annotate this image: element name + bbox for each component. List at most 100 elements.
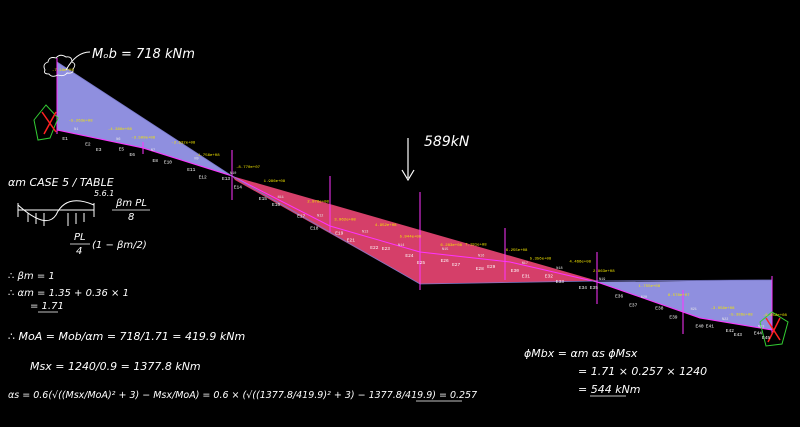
element-label: E29 <box>487 264 495 270</box>
element-label: E15 <box>259 196 267 202</box>
beta-equation: ∴ βm = 1 <box>8 271 55 282</box>
moment-value-label: 5.944e+08 <box>400 235 422 239</box>
point-load-arrow-icon <box>401 138 415 182</box>
msx-equation: Msx = 1240/0.9 = 1377.8 kNm <box>30 360 201 373</box>
element-label: E21 <box>347 238 355 244</box>
element-label: E38 <box>655 305 663 311</box>
element-label: E43 <box>734 332 742 338</box>
moment-value-label: 5.356e+08 <box>530 258 552 262</box>
element-label: E44 <box>754 331 762 337</box>
element-label: E27 <box>452 262 460 268</box>
bm-pl-denominator: 8 <box>128 212 134 223</box>
element-label: E2 <box>85 141 91 147</box>
node-label: N13 <box>362 231 368 235</box>
moment-value-label: -5.386e+08 <box>729 314 754 318</box>
element-label: E5 <box>119 146 125 152</box>
element-label: E26 <box>441 258 449 264</box>
element-label: E41 <box>706 324 714 330</box>
phi-mbx-equation: ϕMbx = αm αs ϕMsx <box>524 347 638 360</box>
moment-value-label: 4.952e+08 <box>375 224 397 228</box>
cloud-mark-icon <box>43 54 76 77</box>
element-label: E30 <box>511 268 519 274</box>
svg-text:Mₒb = 718 kNm: Mₒb = 718 kNm <box>92 47 195 62</box>
moment-value-label: -3.509e+08 <box>131 136 156 140</box>
element-label: E8 <box>153 158 159 164</box>
element-label: E23 <box>382 246 390 252</box>
moment-value-label: 6.255e+08 <box>506 249 528 253</box>
phi-mbx-substitution: = 1.71 × 0.257 × 1240 <box>578 365 707 378</box>
loading-sketch-icon <box>17 200 95 226</box>
element-label: E35 <box>590 285 598 291</box>
element-label: E12 <box>199 174 207 180</box>
element-labels: E1 E2 E3 E5 E6 E8 E10 E11 E12 E13 E14 E15 E16 E17 E18 E… <box>62 136 770 341</box>
moment-value-label: -3.058e+08 <box>711 307 736 311</box>
node-label: N15 <box>442 248 448 252</box>
element-label: E42 <box>726 328 734 334</box>
element-label: E25 <box>417 260 425 266</box>
moment-value-label: 6.578e+07 <box>668 294 690 298</box>
moment-value-label: -1.756e+08 <box>196 154 221 158</box>
node-label: N11 <box>278 196 284 200</box>
node-label: N20 <box>641 296 647 300</box>
moment-value-label: 4.466e+08 <box>569 261 591 265</box>
node-label: N12 <box>317 214 323 218</box>
element-label: E39 <box>669 314 677 320</box>
node-label: N7 <box>151 149 155 153</box>
moment-value-label: 7.191e+08 <box>465 244 487 248</box>
cloud-value-label: -7.18e+08 <box>52 69 74 73</box>
left-support-icon <box>33 104 59 141</box>
element-label: E11 <box>187 167 195 173</box>
moment-value-label: 1.755e+08 <box>639 285 661 289</box>
element-label: E10 <box>164 160 172 166</box>
element-label: E1 <box>62 136 68 142</box>
moment-value-label: -5.263e+08 <box>69 119 94 123</box>
moment-value-label: 2.863e+08 <box>593 270 615 274</box>
moa-equation: ∴ MoA = Mob/αm = 718/1.71 = 419.9 kNm <box>8 330 245 343</box>
node-label: N1 <box>74 128 78 132</box>
node-label: N23 <box>758 325 764 329</box>
moment-value-label: 6.283e+08 <box>440 244 462 248</box>
moment-value-labels: -5.263e+08 -4.386e+08 -3.509e+08 -2.632e+08… <box>69 119 788 317</box>
node-label: N16 <box>478 255 484 259</box>
element-label: E37 <box>629 302 637 308</box>
moment-value-label: 3.962e+08 <box>334 218 356 222</box>
moment-value-label: 2.976e+08 <box>307 200 329 204</box>
element-label: E3 <box>96 147 102 153</box>
element-label: E28 <box>476 266 484 272</box>
element-label: E17 <box>297 214 305 220</box>
node-labels: N1 N6 N7 N9 N10 N11 N12 N13 N14 N15 N16 N17 N18 N19 N2… <box>74 128 764 329</box>
node-label: N10 <box>230 172 236 176</box>
alpha-s-equation: αs = 0.6(√((Msx/MoA)² + 3) − Msx/MoA) = … <box>8 390 477 401</box>
node-ticks <box>56 58 773 334</box>
element-label: E32 <box>545 273 553 279</box>
moment-value-label: -8.770e+07 <box>236 166 261 170</box>
alpha-equation-1: ∴ αm = 1.35 + 0.36 × 1 <box>8 288 129 299</box>
element-label: E24 <box>405 253 413 259</box>
element-label: E16 <box>272 202 280 208</box>
node-label: N14 <box>398 244 404 248</box>
pl4-denominator: 4 <box>76 246 82 257</box>
top-moment-annotation: Mₒb = 718 kNm <box>65 47 195 71</box>
element-label: E40 <box>696 323 704 329</box>
node-label: N17 <box>522 262 528 266</box>
node-label: N21 <box>691 308 697 312</box>
node-label: N9 <box>194 158 198 162</box>
moment-value-label: 1.986e+08 <box>264 180 286 184</box>
right-support-icon <box>759 311 789 347</box>
alpha-equation-2: = 1.71 <box>30 301 64 312</box>
node-label: N6 <box>116 138 120 142</box>
element-label: E22 <box>370 245 378 251</box>
element-label: E6 <box>130 152 136 158</box>
alpha-case-heading: αm CASE 5 / TABLE <box>8 176 114 189</box>
element-label: E18 <box>310 226 318 232</box>
sagging-moment-region <box>232 176 598 284</box>
table-reference: 5.6.1 <box>94 189 114 198</box>
element-label: E33 <box>556 279 564 285</box>
hogging-moment-region-right <box>597 280 772 330</box>
element-label: E13 <box>222 176 230 182</box>
phi-mbx-result: = 544 kNm <box>578 383 641 396</box>
pl4-numerator: PL <box>74 232 86 243</box>
moment-value-label: -2.632e+08 <box>171 142 196 146</box>
point-load-label: 589kN <box>424 134 470 150</box>
